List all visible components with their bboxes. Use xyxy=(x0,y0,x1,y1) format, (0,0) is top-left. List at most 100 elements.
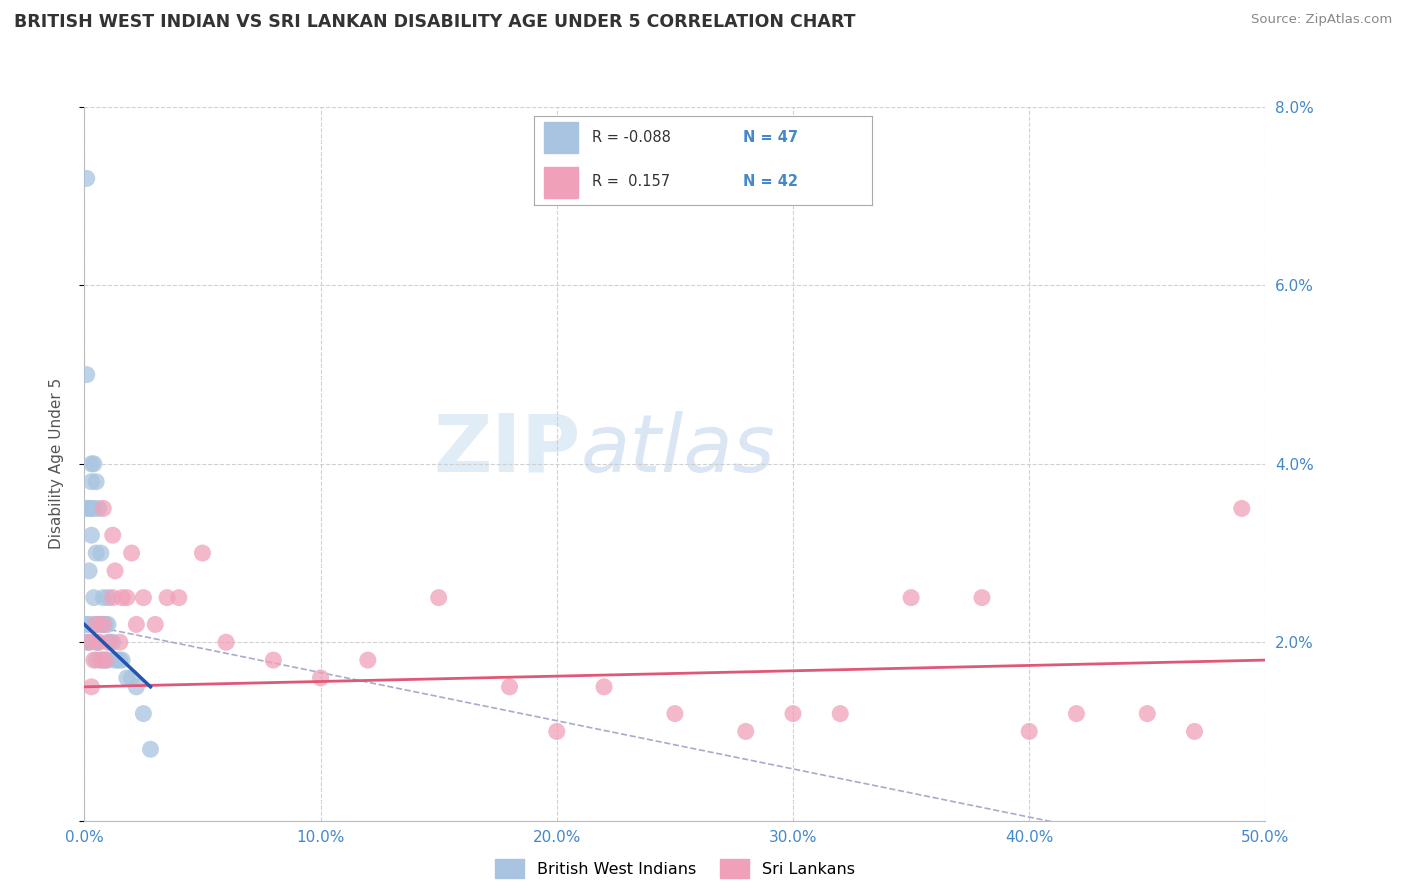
Point xyxy=(97,591,120,605)
Point xyxy=(108,635,131,649)
Point xyxy=(121,671,143,685)
Point xyxy=(77,501,100,516)
Point xyxy=(76,368,98,382)
Point xyxy=(125,680,148,694)
Point xyxy=(83,617,105,632)
Point xyxy=(262,653,284,667)
Point xyxy=(111,653,134,667)
Text: R =  0.157: R = 0.157 xyxy=(592,175,669,189)
Point xyxy=(101,591,124,605)
Point xyxy=(132,706,155,721)
Point xyxy=(91,617,114,632)
Point xyxy=(91,501,114,516)
Point xyxy=(90,653,112,667)
Point xyxy=(427,591,450,605)
Point xyxy=(87,635,110,649)
Point xyxy=(546,724,568,739)
Point xyxy=(1136,706,1159,721)
Point xyxy=(91,591,114,605)
Point xyxy=(593,680,616,694)
Point xyxy=(498,680,520,694)
Point xyxy=(104,653,127,667)
Point xyxy=(87,501,110,516)
Point xyxy=(84,617,107,632)
Bar xyxy=(544,122,578,153)
Point xyxy=(83,653,105,667)
Point xyxy=(84,546,107,560)
Point xyxy=(357,653,380,667)
Point xyxy=(167,591,190,605)
Point xyxy=(98,635,121,649)
Point xyxy=(76,635,98,649)
Point xyxy=(115,671,138,685)
Point xyxy=(91,617,114,632)
Point xyxy=(80,528,103,542)
Point xyxy=(80,457,103,471)
Text: ZIP: ZIP xyxy=(433,410,581,489)
Point xyxy=(101,528,124,542)
Point xyxy=(121,546,143,560)
Point xyxy=(77,635,100,649)
Point xyxy=(80,501,103,516)
Point xyxy=(115,591,138,605)
Point xyxy=(125,617,148,632)
Point xyxy=(970,591,993,605)
Point xyxy=(87,635,110,649)
Point xyxy=(80,475,103,489)
Point xyxy=(84,617,107,632)
Point xyxy=(97,635,120,649)
Point xyxy=(76,617,98,632)
Point xyxy=(77,564,100,578)
Text: BRITISH WEST INDIAN VS SRI LANKAN DISABILITY AGE UNDER 5 CORRELATION CHART: BRITISH WEST INDIAN VS SRI LANKAN DISABI… xyxy=(14,13,856,31)
Point xyxy=(111,591,134,605)
Bar xyxy=(544,167,578,198)
Point xyxy=(1184,724,1206,739)
Point xyxy=(830,706,852,721)
Legend: British West Indians, Sri Lankans: British West Indians, Sri Lankans xyxy=(489,853,860,884)
Point xyxy=(83,591,105,605)
Point xyxy=(91,653,114,667)
Point xyxy=(94,653,117,667)
Point xyxy=(734,724,756,739)
Point xyxy=(90,546,112,560)
Text: atlas: atlas xyxy=(581,410,775,489)
Point xyxy=(101,635,124,649)
Point xyxy=(1018,724,1040,739)
Point xyxy=(107,653,129,667)
Point xyxy=(1230,501,1253,516)
Point xyxy=(215,635,238,649)
Point xyxy=(83,501,105,516)
Point xyxy=(84,475,107,489)
Point xyxy=(76,171,98,186)
Y-axis label: Disability Age Under 5: Disability Age Under 5 xyxy=(49,378,63,549)
Point xyxy=(83,457,105,471)
Point xyxy=(76,501,98,516)
Text: R = -0.088: R = -0.088 xyxy=(592,130,671,145)
Point xyxy=(900,591,922,605)
Point xyxy=(77,635,100,649)
Point xyxy=(139,742,162,756)
Point xyxy=(191,546,214,560)
Point xyxy=(309,671,332,685)
Point xyxy=(90,617,112,632)
Text: N = 42: N = 42 xyxy=(744,175,799,189)
Point xyxy=(1066,706,1088,721)
Point xyxy=(84,653,107,667)
Text: Source: ZipAtlas.com: Source: ZipAtlas.com xyxy=(1251,13,1392,27)
Point xyxy=(94,653,117,667)
Point xyxy=(156,591,179,605)
Point xyxy=(97,617,120,632)
Point xyxy=(80,680,103,694)
Point xyxy=(84,635,107,649)
Point xyxy=(104,564,127,578)
Point xyxy=(143,617,166,632)
Point xyxy=(108,653,131,667)
Point xyxy=(132,591,155,605)
Point xyxy=(97,653,120,667)
Point xyxy=(664,706,686,721)
Point xyxy=(77,617,100,632)
Point xyxy=(90,653,112,667)
Text: N = 47: N = 47 xyxy=(744,130,799,145)
Point xyxy=(87,617,110,632)
Point xyxy=(94,617,117,632)
